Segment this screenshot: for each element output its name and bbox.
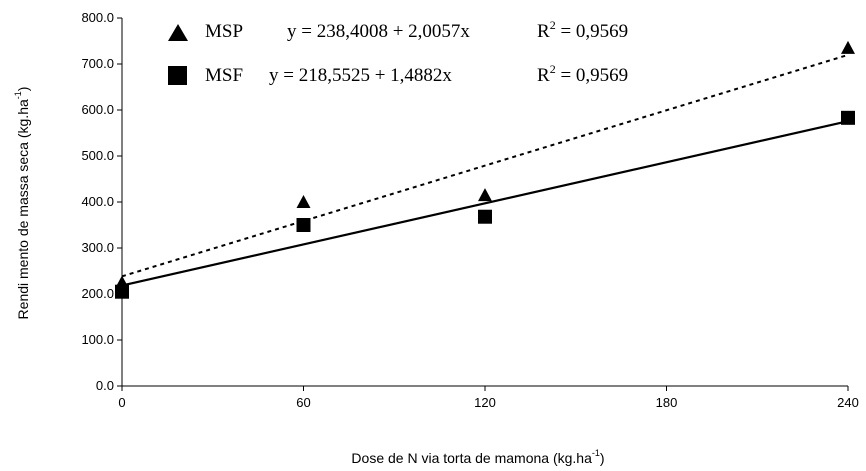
y-tick-label: 700.0 xyxy=(81,56,114,71)
axes: 0.0 100.0 200.0 300.0 400.0 500.0 600.0 700.0 80… xyxy=(81,10,858,410)
legend-equation-msp: y = 238,4008 + 2,0057x xyxy=(287,21,470,42)
legend-r2-exp-msp: 2 xyxy=(550,18,556,32)
legend-r2-label-msf: R xyxy=(537,65,550,86)
data-point-msf xyxy=(478,209,492,224)
y-axis-title-main: Rendi mento de massa seca (kg.ha xyxy=(15,99,31,319)
legend-series-name-msf: MSF xyxy=(205,65,243,86)
legend-r2-exp-msf: 2 xyxy=(550,62,556,76)
legend-r2-value-msp: = 0,9569 xyxy=(556,21,628,42)
data-point-msf xyxy=(115,284,129,299)
data-point-msp xyxy=(296,195,311,208)
y-tick-label: 500.0 xyxy=(81,148,114,163)
y-axis-title: Rendi mento de massa seca (kg.ha-1) xyxy=(13,87,31,320)
x-axis-title-main: Dose de N via torta de mamona (kg.ha xyxy=(351,450,592,466)
x-axis-title: Dose de N via torta de mamona (kg.ha-1) xyxy=(351,448,604,466)
x-tick-label: 0 xyxy=(118,395,125,410)
y-tick-label: 600.0 xyxy=(81,102,114,117)
x-tick-label: 180 xyxy=(656,395,678,410)
y-axis-title-end: ) xyxy=(15,87,31,92)
data-point-msp xyxy=(841,40,855,54)
data-point-msf xyxy=(841,110,855,125)
legend-series-name-msp: MSP xyxy=(205,21,243,42)
legend-marker-msp xyxy=(168,24,188,41)
legend-equation-msf: y = 218,5525 + 1,4882x xyxy=(269,65,452,86)
x-tick-label: 240 xyxy=(837,395,859,410)
series-layer xyxy=(115,40,855,299)
y-tick-label: 0.0 xyxy=(96,378,114,393)
legend-r2-msp: R2 = 0,9569 xyxy=(537,18,628,42)
data-point-msf xyxy=(296,218,311,232)
legend: MSP y = 238,4008 + 2,0057x R2 = 0,9569 M… xyxy=(168,18,628,86)
data-point-msp xyxy=(478,188,492,202)
trend-line-msf xyxy=(121,120,849,287)
x-tick-label: 60 xyxy=(296,395,310,410)
y-tick-label: 100.0 xyxy=(81,332,114,347)
legend-marker-msf xyxy=(168,66,187,85)
y-tick-label: 200.0 xyxy=(81,286,114,301)
legend-r2-label-msp: R xyxy=(537,21,550,42)
y-tick-label: 300.0 xyxy=(81,240,114,255)
y-axis-title-exp: -1 xyxy=(13,91,23,99)
legend-r2-msf: R2 = 0,9569 xyxy=(537,62,628,86)
x-tick-label: 120 xyxy=(474,395,496,410)
legend-r2-value-msf: = 0,9569 xyxy=(556,65,628,86)
x-axis-title-end: ) xyxy=(600,450,605,466)
y-tick-label: 800.0 xyxy=(81,10,114,25)
trend-line-msp xyxy=(121,53,849,278)
y-tick-label: 400.0 xyxy=(81,194,114,209)
x-axis-title-exp: -1 xyxy=(592,448,600,458)
